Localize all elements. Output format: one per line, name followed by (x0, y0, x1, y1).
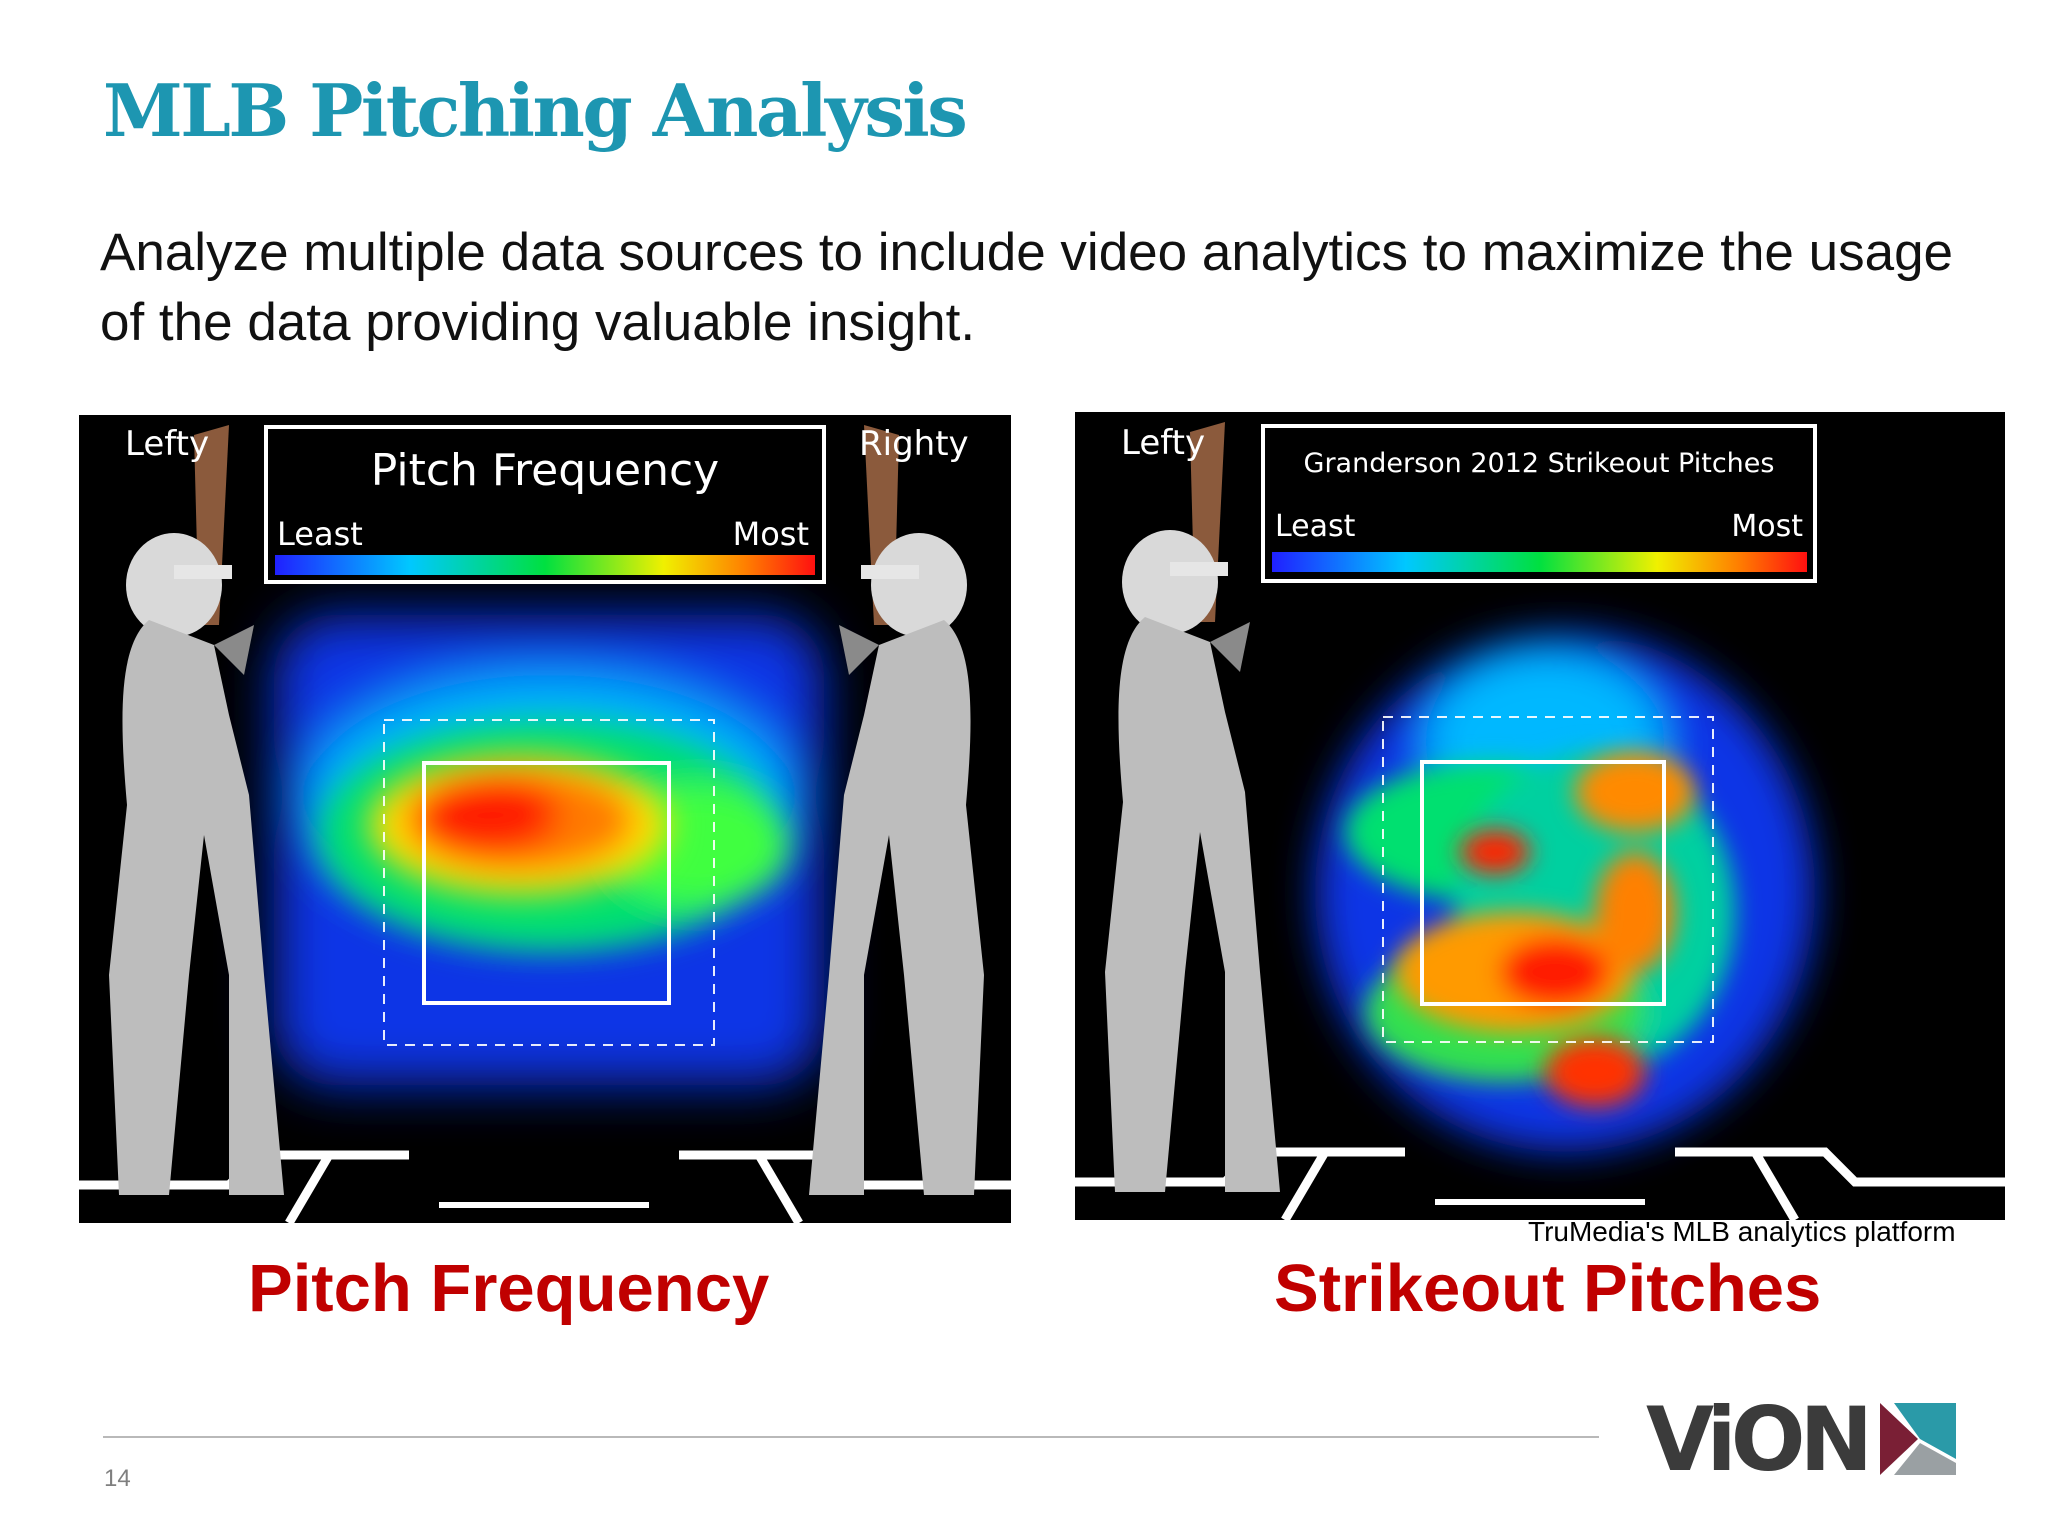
color-scale-bar (1272, 552, 1807, 572)
strikeout-pitches-heatmap: Granderson 2012 Strikeout Pitches Least … (1075, 412, 2005, 1220)
pitch-frequency-heatmap: Pitch Frequency Least Most Lefty Righty (79, 415, 1011, 1223)
source-credit: TruMedia's MLB analytics platform (1528, 1216, 1956, 1247)
page-title: MLB Pitching Analysis (103, 68, 968, 153)
vion-logo: ViON (1646, 1395, 1966, 1485)
right-batter-figure (809, 425, 984, 1195)
heat-region-high (369, 755, 669, 895)
lefty-label: Lefty (125, 424, 209, 464)
strike-zone (422, 761, 671, 1005)
footer-divider (103, 1436, 1599, 1438)
strike-zone-outer (1382, 716, 1714, 1043)
home-plate-lines (79, 1150, 1011, 1223)
caption-strikeout-pitches: Strikeout Pitches (1274, 1251, 1822, 1326)
left-batter-figure (1105, 422, 1280, 1192)
legend-title: Granderson 2012 Strikeout Pitches (1304, 448, 1775, 479)
strike-zone (1420, 760, 1666, 1006)
legend-least-label: Least (1275, 509, 1356, 544)
legend-most-label: Most (1731, 509, 1803, 544)
color-scale-bar (275, 555, 815, 575)
righty-label: Righty (859, 424, 969, 464)
slide-subtitle: Analyze multiple data sources to include… (100, 223, 1954, 352)
legend-title: Pitch Frequency (371, 445, 719, 496)
logo-chevron-icon (1880, 1403, 1956, 1475)
page-number: 14 (104, 1465, 131, 1492)
left-batter-figure (109, 425, 284, 1195)
caption-pitch-frequency: Pitch Frequency (248, 1251, 770, 1326)
home-plate-lines (1075, 1147, 2005, 1220)
lefty-label: Lefty (1121, 423, 1205, 463)
strike-zone-outer (383, 719, 715, 1046)
legend-most-label: Most (733, 515, 809, 553)
logo-wordmark: ViON (1646, 1388, 1873, 1491)
legend-least-label: Least (277, 515, 363, 553)
